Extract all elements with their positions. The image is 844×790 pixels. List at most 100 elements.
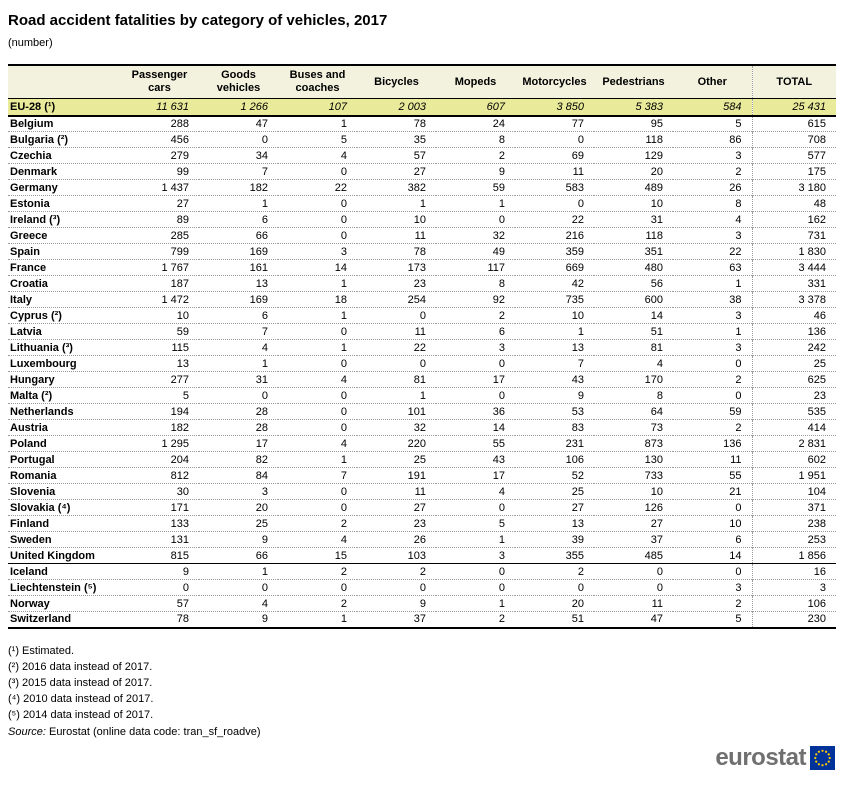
value-cell: 254 — [407, 293, 426, 306]
value-cell: 204 — [170, 453, 189, 466]
value-cell: 162 — [751, 211, 836, 228]
value-cell: 1 — [340, 453, 347, 466]
value-cell: 63 — [729, 261, 742, 274]
value-cell: 66 — [255, 549, 268, 562]
value-cell: 57 — [176, 597, 189, 610]
value-cell: 238 — [751, 515, 836, 532]
table-row: Czechia 279 34 4 57 2 69 129 3 577 — [8, 147, 836, 164]
aggregate-row: EU-28 (¹) 11 631 1 266 107 2 003 607 3 850 5 38… — [8, 98, 836, 116]
value-cell: 7 — [261, 325, 268, 338]
table-row: Sweden 131 9 4 26 1 39 37 6 253 — [8, 531, 836, 548]
value-cell: 0 — [498, 581, 505, 594]
value-cell: 84 — [255, 469, 268, 482]
value-cell: 20 — [255, 501, 268, 514]
value-cell: 9 — [498, 165, 505, 178]
row-label: Greece — [10, 229, 48, 242]
value-cell: 1 951 — [751, 467, 836, 484]
value-cell: 17 — [492, 469, 505, 482]
value-cell: 3 — [498, 549, 505, 562]
value-cell: 21 — [729, 485, 742, 498]
value-cell: 92 — [492, 293, 505, 306]
footnote: (²) 2016 data instead of 2017. — [8, 660, 153, 673]
value-cell: 10 — [413, 213, 426, 226]
value-cell: 30 — [176, 485, 189, 498]
value-cell: 78 — [176, 613, 189, 626]
row-label: Italy — [10, 293, 33, 306]
value-cell: 0 — [656, 581, 663, 594]
value-cell: 3 — [261, 485, 268, 498]
value-cell: 14 — [492, 421, 505, 434]
table-row: Slovakia (⁴) 171 20 0 27 0 27 126 0 371 — [8, 499, 836, 516]
value-cell: 53 — [571, 405, 584, 418]
value-cell: 4 — [261, 597, 268, 610]
value-cell: 456 — [170, 133, 189, 146]
value-cell: 22 — [334, 181, 347, 194]
value-cell: 735 — [565, 293, 584, 306]
table-row: Italy 1 472 169 18 254 92 735 600 38 3 378 — [8, 291, 836, 308]
value-cell: 615 — [751, 115, 836, 132]
value-cell: 1 — [735, 325, 742, 338]
value-cell: 485 — [644, 549, 663, 562]
value-cell: 55 — [729, 469, 742, 482]
value-cell: 16 — [751, 563, 836, 580]
value-cell: 2 — [419, 565, 426, 578]
value-cell: 11 — [730, 453, 742, 466]
row-label: Finland — [10, 517, 50, 530]
row-label: Austria — [10, 421, 48, 434]
value-cell: 1 — [419, 389, 426, 402]
value-cell: 3 378 — [751, 291, 836, 308]
value-cell: 11 — [651, 597, 663, 610]
value-cell: 25 — [751, 355, 836, 372]
value-cell: 231 — [565, 437, 584, 450]
value-cell: 708 — [751, 131, 836, 148]
value-cell: 3 — [735, 309, 742, 322]
page: Road accident fatalities by category of … — [8, 12, 836, 738]
value-cell: 2 — [340, 517, 347, 530]
column-header: Pedestrians — [594, 65, 673, 99]
value-cell: 6 — [735, 533, 742, 546]
table-row: Liechtenstein (⁵) 0 0 0 0 0 0 0 3 3 — [8, 579, 836, 596]
value-cell: 1 — [340, 613, 347, 626]
value-cell: 131 — [170, 533, 189, 546]
value-cell: 0 — [735, 501, 742, 514]
value-cell: 9 — [261, 613, 268, 626]
value-cell: 414 — [751, 419, 836, 436]
value-cell: 0 — [577, 133, 584, 146]
value-cell: 77 — [571, 117, 584, 130]
table-row: Switzerland 78 9 1 37 2 51 47 5 230 — [8, 611, 836, 628]
value-cell: 3 — [735, 149, 742, 162]
value-cell: 31 — [650, 213, 663, 226]
value-cell: 1 767 — [161, 261, 189, 274]
value-cell: 489 — [644, 181, 663, 194]
value-cell: 171 — [170, 501, 189, 514]
value-cell: 3 — [340, 245, 347, 258]
value-cell: 285 — [170, 229, 189, 242]
column-header: Other — [673, 65, 752, 99]
row-label: Switzerland — [10, 613, 72, 626]
value-cell: 11 631 — [156, 100, 189, 113]
value-cell: 10 — [650, 197, 663, 210]
value-cell: 277 — [170, 373, 189, 386]
row-label: Czechia — [10, 149, 52, 162]
value-cell: 0 — [577, 197, 584, 210]
value-cell: 38 — [729, 293, 742, 306]
value-cell: 175 — [751, 163, 836, 180]
value-cell: 4 — [656, 357, 663, 370]
table-row: Netherlands 194 28 0 101 36 53 64 59 535 — [8, 403, 836, 420]
table-row: Greece 285 66 0 11 32 216 118 3 731 — [8, 227, 836, 244]
value-cell: 15 — [334, 549, 347, 562]
table-row: Finland 133 25 2 23 5 13 27 10 238 — [8, 515, 836, 532]
value-cell: 13 — [255, 277, 268, 290]
row-label: Denmark — [10, 165, 58, 178]
value-cell: 2 — [340, 565, 347, 578]
row-label: EU-28 (¹) — [10, 100, 56, 113]
row-label: Poland — [10, 437, 47, 450]
value-cell: 4 — [735, 213, 742, 226]
table-row: Spain 799 169 3 78 49 359 351 22 1 830 — [8, 243, 836, 260]
value-cell: 35 — [413, 133, 426, 146]
value-cell: 106 — [565, 453, 584, 466]
value-cell: 26 — [413, 533, 426, 546]
value-cell: 14 — [729, 549, 742, 562]
value-cell: 46 — [751, 307, 836, 324]
value-cell: 873 — [644, 437, 663, 450]
